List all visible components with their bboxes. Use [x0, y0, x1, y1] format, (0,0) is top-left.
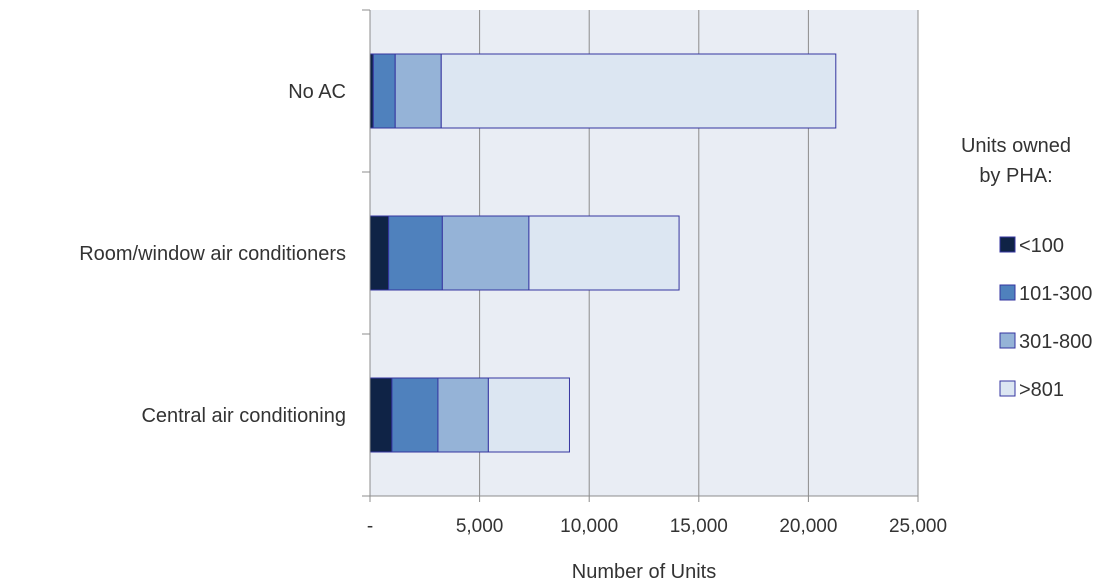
legend-item: <100 [999, 235, 1064, 257]
legend-item: 301-800 [999, 331, 1092, 353]
legend-label: 101-300 [1019, 283, 1092, 305]
category-label: No AC [288, 81, 346, 103]
bar-segment [369, 215, 390, 291]
legend-swatch [999, 380, 1016, 397]
legend-item: 101-300 [999, 283, 1092, 305]
x-axis-title: Number of Units [572, 561, 717, 583]
x-tick-label: 10,000 [560, 516, 618, 537]
bar-segment [487, 377, 570, 453]
bar-segment [528, 215, 680, 291]
bar-segment [440, 53, 837, 129]
bar-segment [394, 53, 442, 129]
bars [369, 53, 837, 453]
legend-swatch [999, 284, 1016, 301]
legend-label: 301-800 [1019, 331, 1092, 353]
category-label: Room/window air conditioners [79, 243, 346, 265]
legend-label: <100 [1019, 235, 1064, 257]
legend-title: Units owned [961, 135, 1071, 157]
x-tick-labels: - 5,000 10,000 15,000 20,000 25,000 [367, 516, 947, 537]
category-labels: No AC Room/window air conditioners Central… [79, 81, 346, 427]
legend-label: >801 [1019, 379, 1064, 401]
bar-segment [372, 53, 396, 129]
category-label: Central air conditioning [141, 405, 346, 427]
x-tick-label: 5,000 [456, 516, 504, 537]
legend-swatch [999, 332, 1016, 349]
bar-segment [369, 377, 393, 453]
bar-segment [391, 377, 439, 453]
axes [362, 9, 919, 502]
legend-item: >801 [999, 379, 1064, 401]
x-tick-label: - [367, 516, 373, 537]
bar-segment [388, 215, 443, 291]
legend-swatch [999, 236, 1016, 253]
bar-segment [441, 215, 530, 291]
bar-segment [437, 377, 489, 453]
legend-title: by PHA: [979, 165, 1052, 187]
x-tick-label: 15,000 [670, 516, 728, 537]
x-tick-label: 25,000 [889, 516, 947, 537]
x-tick-label: 20,000 [779, 516, 837, 537]
legend: Units owned by PHA: <100 101-300 301-800 >801 [961, 135, 1092, 401]
